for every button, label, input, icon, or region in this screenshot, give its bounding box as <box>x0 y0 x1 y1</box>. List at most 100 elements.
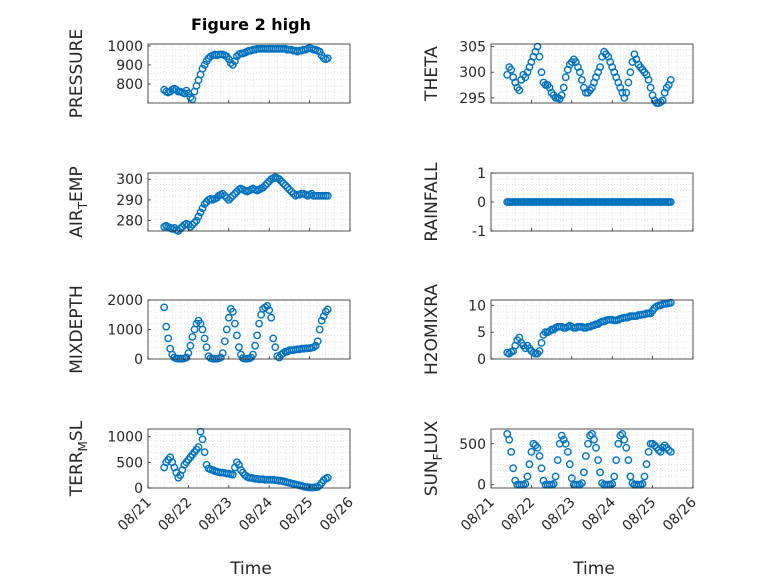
y-tick-label: 0 <box>477 478 486 494</box>
data-point <box>648 439 657 448</box>
subplot-3: -1 0 1 RAINFALL <box>422 162 694 242</box>
subplot-5: 0 5 10 H2OMIXRA <box>422 284 694 375</box>
y-tick-label: 900 <box>116 58 143 74</box>
data-point <box>533 42 542 51</box>
data-point <box>319 312 328 321</box>
x-axis-label-left: Time <box>229 559 272 579</box>
data-point <box>283 183 292 192</box>
data-point <box>194 212 203 221</box>
y-tick-label: 10 <box>468 298 486 314</box>
data-point <box>527 447 536 456</box>
data-point <box>545 327 554 335</box>
y-tick-label: 1000 <box>107 430 143 446</box>
data-point <box>539 476 548 485</box>
data-point <box>563 447 572 456</box>
data-point <box>198 64 207 73</box>
data-point <box>226 193 235 202</box>
axes-box <box>147 172 351 232</box>
data-point <box>192 216 201 225</box>
data-point <box>537 68 546 77</box>
data-point <box>323 473 332 482</box>
y-tick-label: 0 <box>477 352 486 368</box>
data-point <box>664 446 673 455</box>
data-point <box>323 305 332 314</box>
data-point <box>640 472 649 481</box>
x-tick-label: 08/26 <box>317 494 357 534</box>
data-point <box>315 47 324 56</box>
data-point <box>162 322 171 331</box>
x-tick-label: 08/26 <box>660 494 700 534</box>
y-tick-label: 0 <box>477 195 486 211</box>
data-point <box>277 177 286 186</box>
data-point <box>535 347 544 355</box>
y-tick-label: -1 <box>472 224 486 240</box>
y-axis-label: PRESSURE <box>67 29 87 118</box>
y-tick-label: 800 <box>116 77 143 93</box>
axes-box <box>490 299 694 360</box>
data-point <box>559 435 568 444</box>
data-point <box>186 341 195 350</box>
data-point <box>666 76 675 84</box>
data-point <box>224 195 233 204</box>
y-tick-label: 300 <box>116 172 143 188</box>
data-point <box>656 98 665 106</box>
data-point <box>610 472 619 481</box>
data-point <box>535 452 544 460</box>
y-axis-label: RAINFALL <box>422 162 442 242</box>
data-point <box>590 435 598 444</box>
y-tick-label: 5 <box>477 325 486 341</box>
subplot-6: 0 500 1000 08/21 08/22 08/23 08/24 08/25 08/26 TE… <box>67 420 357 534</box>
data-point <box>638 479 647 488</box>
data-point <box>578 479 586 487</box>
y-tick-label: 0 <box>134 352 143 368</box>
data-point <box>323 54 332 63</box>
data-point <box>234 343 243 352</box>
data-point <box>666 298 675 307</box>
data-point <box>537 464 546 473</box>
data-point <box>646 83 655 92</box>
data-point <box>259 183 267 192</box>
data-point <box>578 76 586 84</box>
data-point <box>287 187 296 196</box>
y-tick-label: 300 <box>459 65 486 81</box>
y-tick-label: 1 <box>477 166 486 182</box>
data-point <box>164 334 173 343</box>
data-point <box>218 349 227 357</box>
data-point <box>176 224 185 233</box>
data-point <box>188 95 197 104</box>
data-point <box>271 343 280 352</box>
data-point <box>511 476 520 485</box>
data-point <box>200 200 209 209</box>
y-tick-label: 1000 <box>107 323 143 339</box>
data-point <box>644 447 653 456</box>
subplot-2: 280 290 300 AIRTEMP <box>67 166 351 238</box>
data-point <box>586 431 594 440</box>
data-point <box>261 181 270 190</box>
data-point <box>200 61 209 69</box>
data-point <box>626 472 635 481</box>
data-point <box>218 189 227 198</box>
data-point <box>202 343 211 352</box>
y-tick-label: 290 <box>116 193 143 209</box>
data-point <box>196 208 205 217</box>
data-point <box>596 63 604 71</box>
data-point <box>313 483 322 491</box>
data-point <box>521 479 530 488</box>
axes-box <box>490 428 694 489</box>
data-point <box>188 220 197 229</box>
data-point <box>198 204 207 213</box>
data-point <box>561 439 570 448</box>
data-point <box>557 91 566 100</box>
data-point <box>616 431 625 440</box>
data-point <box>323 191 332 200</box>
data-point <box>553 456 562 464</box>
data-point <box>656 447 665 456</box>
y-tick-label: 280 <box>116 214 143 230</box>
data-point <box>582 452 590 460</box>
data-point <box>565 460 574 469</box>
y-tick-label: 500 <box>459 437 486 453</box>
data-point <box>228 61 237 69</box>
data-point <box>523 472 532 481</box>
data-point <box>198 435 207 444</box>
